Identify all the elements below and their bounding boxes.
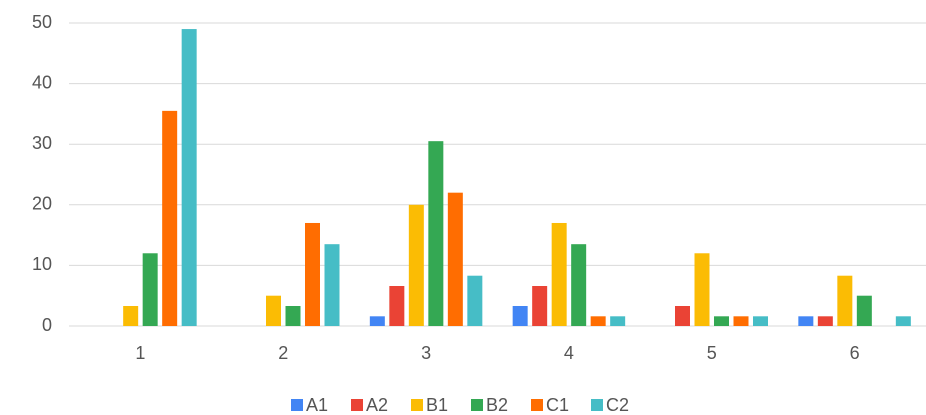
bar	[753, 316, 768, 326]
bar	[733, 316, 749, 326]
bar	[675, 306, 690, 326]
bar	[714, 316, 729, 326]
legend-label: C2	[606, 395, 629, 415]
bar	[324, 244, 340, 326]
bar	[532, 286, 548, 326]
x-tick-label: 1	[135, 343, 145, 363]
bar	[447, 192, 463, 326]
legend-label: A2	[366, 395, 388, 415]
y-tick-label: 40	[32, 72, 52, 92]
bar	[571, 244, 587, 326]
legend-swatch	[351, 399, 363, 411]
bar	[610, 316, 626, 326]
x-tick-label: 3	[421, 343, 431, 363]
bar	[181, 29, 197, 327]
bar	[895, 316, 911, 326]
x-tick-label: 4	[564, 343, 574, 363]
bar	[837, 275, 853, 326]
bar	[512, 306, 528, 326]
bar	[285, 306, 301, 326]
legend-swatch	[591, 399, 603, 411]
bar	[428, 141, 444, 326]
bar	[817, 316, 833, 326]
bar	[389, 286, 405, 326]
x-tick-label: 5	[707, 343, 717, 363]
legend-swatch	[411, 399, 423, 411]
legend-swatch	[291, 399, 303, 411]
y-tick-label: 10	[32, 254, 52, 274]
bar	[305, 222, 320, 326]
legend-label: B2	[486, 395, 508, 415]
legend-swatch	[471, 399, 483, 411]
y-tick-label: 20	[32, 194, 52, 214]
bar	[590, 316, 606, 326]
x-tick-label: 2	[278, 343, 288, 363]
bar	[798, 316, 814, 326]
y-tick-label: 50	[32, 12, 52, 32]
legend-label: B1	[426, 395, 448, 415]
legend-label: A1	[306, 395, 328, 415]
bar	[123, 306, 139, 326]
bar	[408, 204, 424, 326]
bar	[467, 275, 483, 326]
x-tick-label: 6	[850, 343, 860, 363]
bar	[266, 295, 281, 326]
bar	[551, 222, 567, 326]
bar	[369, 316, 385, 326]
legend-label: C1	[546, 395, 569, 415]
y-tick-label: 0	[42, 315, 52, 335]
y-tick-label: 30	[32, 133, 52, 153]
bar	[694, 253, 710, 326]
bar	[142, 253, 158, 326]
bar	[856, 295, 872, 326]
bar	[162, 110, 178, 327]
legend-swatch	[531, 399, 543, 411]
